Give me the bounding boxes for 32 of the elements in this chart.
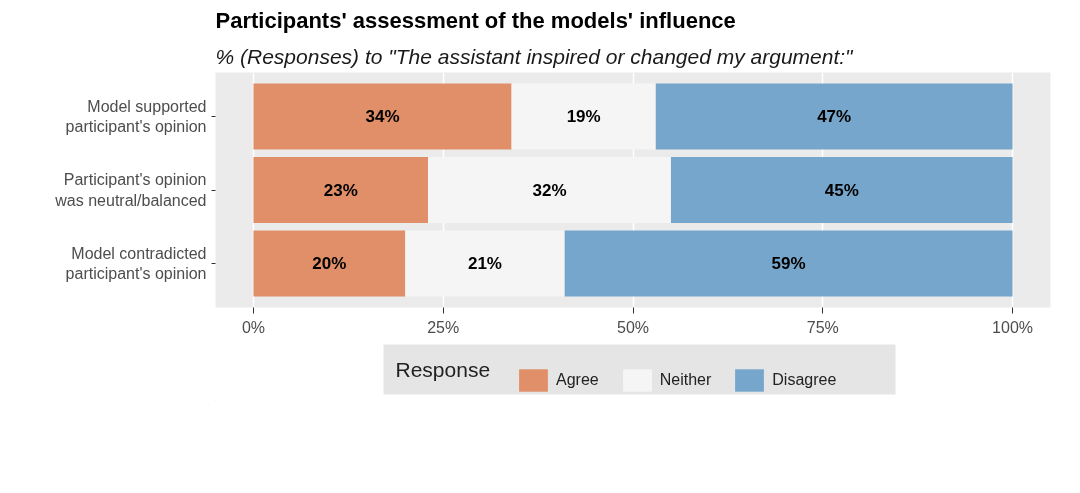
bar xyxy=(428,156,671,224)
data-label: 23% xyxy=(323,180,358,200)
x-tick-label: 50% xyxy=(616,318,650,336)
x-tick-label: 75% xyxy=(806,318,839,336)
x-tick-label: 0% xyxy=(241,318,266,336)
data-label: 19% xyxy=(566,107,601,127)
bar xyxy=(564,230,1013,297)
data-label: 59% xyxy=(771,253,806,273)
legend-title: Response xyxy=(395,358,491,381)
legend-label: Agree xyxy=(556,371,599,389)
data-label: 45% xyxy=(824,180,859,200)
data-label: 32% xyxy=(532,180,567,200)
bar xyxy=(670,156,1013,224)
data-label: 34% xyxy=(365,107,400,127)
y-tick-label: Model contradicted participant's opinion xyxy=(65,244,207,283)
bar xyxy=(253,230,406,297)
bar xyxy=(253,156,429,224)
bar xyxy=(511,83,656,150)
x-tick-label: 25% xyxy=(427,318,460,336)
y-tick-label: Model supported participant's opinion xyxy=(65,97,207,136)
chart-subtitle: % (Responses) to "The assistant inspired or changed my argument:" xyxy=(215,44,855,68)
legend-label: Disagree xyxy=(772,371,837,389)
legend-label: Neither xyxy=(659,371,712,389)
bar xyxy=(405,230,565,297)
bar xyxy=(655,83,1013,150)
y-tick-label: Participant's opinion was neutral/balanced xyxy=(54,171,207,209)
data-label: 47% xyxy=(817,107,852,127)
data-label: 20% xyxy=(312,253,347,273)
x-tick-label: 100% xyxy=(992,318,1034,336)
chart-title: Participants' assessment of the models' influence xyxy=(215,7,736,33)
data-label: 21% xyxy=(467,253,502,273)
bar xyxy=(253,83,512,150)
